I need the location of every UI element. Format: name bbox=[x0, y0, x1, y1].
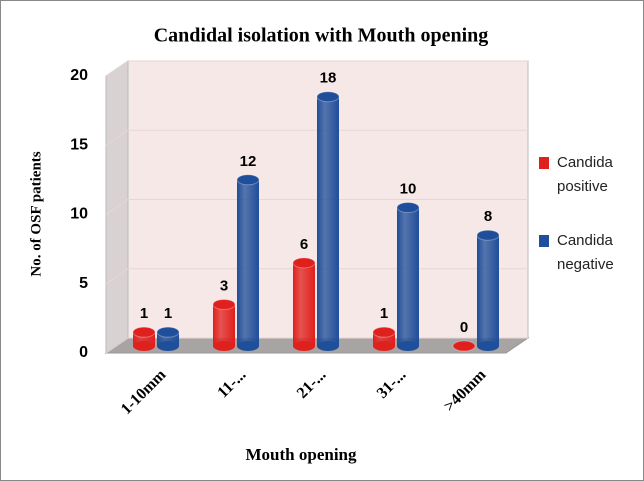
bar-top bbox=[156, 326, 180, 338]
x-tick-label: >40mm bbox=[441, 366, 490, 415]
bar-top bbox=[316, 91, 340, 103]
legend-label: Candida positive bbox=[557, 154, 613, 195]
bar-top bbox=[236, 174, 260, 186]
bar bbox=[237, 179, 259, 346]
x-axis-title: Mouth opening bbox=[246, 445, 357, 464]
value-label: 18 bbox=[320, 70, 337, 87]
x-tick-label: 21-... bbox=[294, 366, 330, 402]
y-tick-label: 20 bbox=[70, 67, 88, 84]
value-label: 0 bbox=[460, 319, 468, 336]
bar bbox=[397, 207, 419, 346]
bar bbox=[477, 235, 499, 346]
value-label: 1 bbox=[140, 305, 148, 322]
value-label: 12 bbox=[240, 153, 257, 170]
grid-line bbox=[105, 199, 528, 215]
y-axis-title: No. of OSF patients bbox=[28, 151, 44, 276]
legend-swatch bbox=[539, 235, 549, 247]
y-tick-label: 5 bbox=[79, 275, 88, 292]
y-tick-label: 15 bbox=[70, 136, 88, 153]
bar bbox=[317, 96, 339, 346]
value-label: 10 bbox=[400, 180, 417, 197]
grid-line bbox=[105, 268, 528, 285]
x-tick-label: 31-... bbox=[374, 366, 410, 402]
chart-title: Candidal isolation with Mouth opening bbox=[154, 25, 489, 47]
x-tick-label: 11-... bbox=[214, 366, 249, 401]
legend-swatch bbox=[539, 157, 549, 169]
value-label: 3 bbox=[220, 277, 228, 294]
legend-item: Candida negative bbox=[539, 229, 629, 277]
y-tick-label: 0 bbox=[79, 344, 88, 361]
bar-top bbox=[212, 298, 236, 310]
grid-line bbox=[105, 129, 528, 146]
bar bbox=[293, 262, 315, 346]
bar bbox=[213, 304, 235, 346]
bar-top bbox=[396, 202, 420, 213]
bar-top bbox=[292, 257, 316, 269]
legend-item: Candida positive bbox=[539, 151, 629, 199]
bar-top bbox=[476, 229, 500, 241]
x-tick-label: 1-10mm bbox=[118, 366, 170, 418]
value-label: 1 bbox=[380, 305, 388, 322]
value-label: 1 bbox=[164, 305, 172, 322]
y-tick-label: 10 bbox=[70, 206, 88, 223]
value-label: 8 bbox=[484, 208, 492, 225]
bar-top bbox=[372, 326, 396, 338]
value-label: 6 bbox=[300, 236, 308, 253]
grid-line bbox=[105, 60, 528, 77]
legend-label: Candida negative bbox=[557, 232, 614, 273]
bar-top bbox=[132, 326, 156, 338]
bar-top bbox=[452, 340, 476, 352]
